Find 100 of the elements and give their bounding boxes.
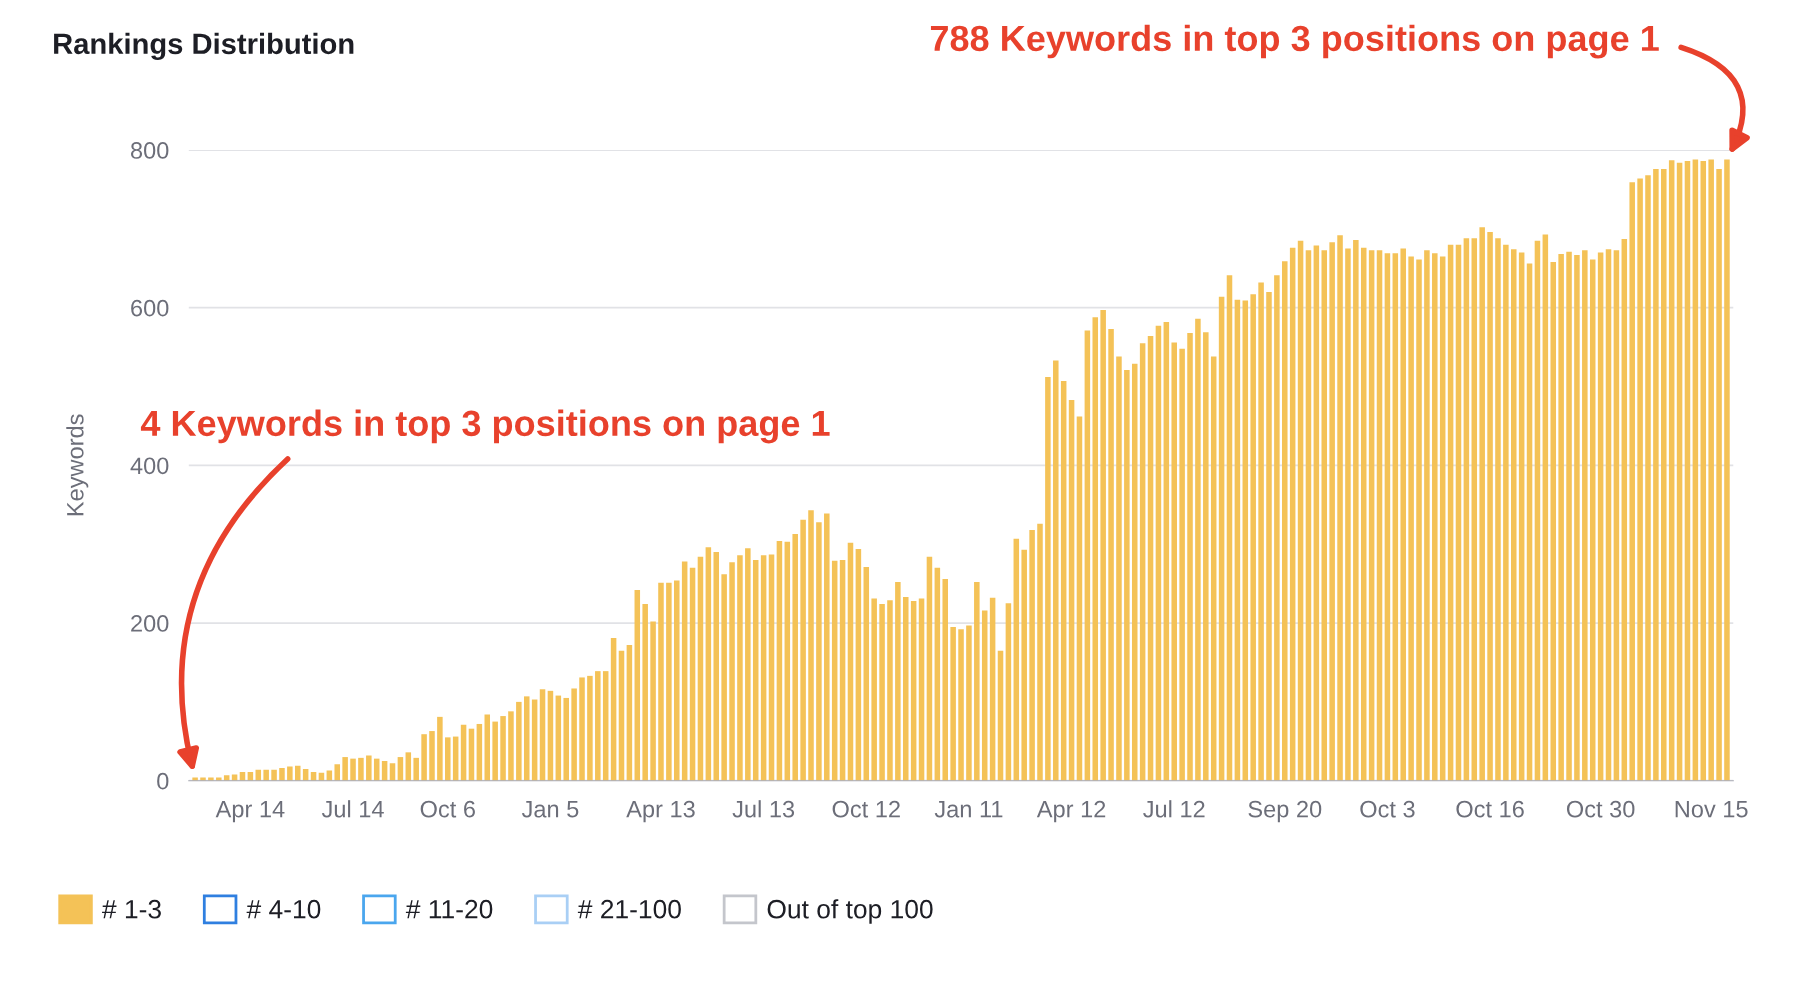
bar [1582,250,1588,781]
legend-label: # 21-100 [577,899,681,919]
x-tick-label: Oct 3 [1360,800,1415,818]
bar [942,578,948,781]
bar [1124,369,1130,781]
bar [1092,317,1099,781]
bar [421,734,427,781]
bar [294,765,301,781]
bar [1439,256,1446,781]
bar [563,697,569,781]
bar [1684,161,1691,781]
bar [634,589,641,781]
bar [1226,275,1233,781]
bar [1068,399,1075,781]
bar [689,567,696,781]
bar [895,582,901,781]
bar [666,582,672,781]
bar [1179,348,1185,781]
bar [642,604,648,781]
bar [910,600,917,781]
bar [674,580,680,781]
bar [1313,245,1320,781]
x-tick-label: Jul 13 [732,800,795,818]
bar [1250,294,1256,781]
y-tick-label: 600 [131,299,169,317]
bar [1716,168,1722,781]
bar [1645,175,1651,781]
bar [1676,162,1683,781]
bar [1258,282,1264,781]
bar [808,510,814,781]
bar [918,598,925,781]
x-tick-label: Apr 13 [626,800,695,823]
bar [413,757,419,781]
bar [1195,318,1201,781]
bar [1661,168,1667,781]
bar [887,600,893,781]
bar [1558,254,1564,781]
x-tick-label: Oct 30 [1566,800,1635,818]
bar [1629,182,1635,781]
x-tick-label: Oct 16 [1456,800,1524,818]
bar [1321,250,1328,781]
bar [1566,251,1572,781]
bar [831,560,838,781]
bar [1210,356,1217,781]
bar [792,533,798,781]
bar [855,548,862,781]
bar [342,757,348,781]
bar [1147,336,1154,781]
bar [500,716,506,781]
bar [595,671,601,781]
bar [902,597,909,781]
bar [571,688,577,781]
bar [1708,159,1714,781]
bar [847,542,854,781]
bar [1155,325,1162,781]
bar [484,714,491,781]
x-tick-label: Jan 5 [521,801,579,818]
bar [1282,261,1288,781]
bar [1724,159,1730,781]
bar [587,675,593,781]
bar [974,582,980,781]
bar [824,513,830,781]
bar [334,764,340,781]
bar [1076,416,1083,781]
bar [1503,244,1509,781]
bar [1053,360,1059,781]
bar [1384,253,1391,781]
bar [926,556,933,781]
bar [366,755,372,781]
bar [1424,250,1430,781]
bar [1060,381,1067,781]
x-tick-label: Apr 12 [1036,800,1106,823]
bar [1274,275,1280,781]
legend-label: Out of top 100 [767,899,933,924]
bar [1266,291,1272,781]
bar [768,554,775,781]
bar [1447,244,1454,781]
bar [1479,227,1485,781]
bar [1471,238,1478,781]
bar [1116,356,1122,781]
bar [1013,538,1020,781]
bar [516,701,522,781]
bar [934,567,941,781]
bar [1574,254,1580,781]
bar [1605,249,1612,781]
bar [729,562,735,781]
y-axis-title: Keywords [66,414,89,516]
x-tick-label: Oct 12 [832,800,900,818]
bar [966,625,972,781]
bar [1455,244,1462,781]
bar [950,626,956,781]
bar [1534,240,1541,781]
bar [1218,296,1225,781]
bar [1392,253,1399,781]
bar [1187,332,1193,781]
bar [1613,250,1620,781]
y-tick-label: 0 [157,772,169,790]
bar [602,671,609,781]
bar [1305,250,1312,781]
bar [1037,523,1043,781]
